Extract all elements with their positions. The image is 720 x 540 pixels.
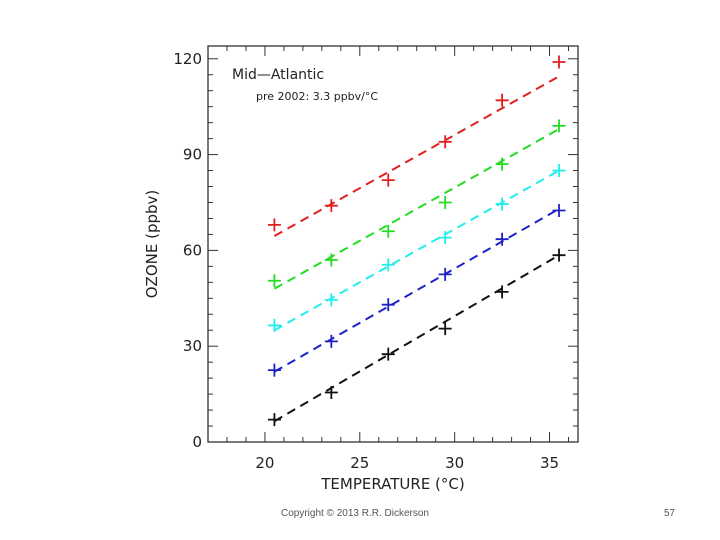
copyright-text: Copyright © 2013 R.R. Dickerson <box>281 508 429 519</box>
data-point-red <box>381 173 395 187</box>
data-point-black <box>267 413 281 427</box>
data-point-black <box>381 347 395 361</box>
data-point-cyan <box>438 231 452 245</box>
data-point-red <box>324 199 338 213</box>
data-point-blue <box>438 267 452 281</box>
axis-labels: 20 25 30 35 0 30 60 90 120 <box>173 50 559 472</box>
plot-frame <box>207 45 579 443</box>
data-point-blue <box>552 203 566 217</box>
data-point-green <box>324 253 338 267</box>
x-tick-label: 20 <box>255 454 274 472</box>
data-point-blue <box>381 298 395 312</box>
data-point-blue <box>267 363 281 377</box>
x-axis-title: TEMPERATURE (°C) <box>320 475 465 493</box>
x-tick-label: 35 <box>540 454 559 472</box>
data-point-black <box>552 248 566 262</box>
data-point-red <box>438 135 452 149</box>
data-point-green <box>267 274 281 288</box>
y-tick-label: 90 <box>183 146 202 164</box>
data-point-blue <box>324 334 338 348</box>
fit-line-black <box>273 254 560 423</box>
data-point-green <box>495 157 509 171</box>
axis-ticks <box>208 46 578 443</box>
y-tick-label: 120 <box>173 50 202 68</box>
data-point-black <box>438 322 452 336</box>
data-point-black <box>324 386 338 399</box>
data-point-green <box>438 195 452 209</box>
x-tick-label: 30 <box>445 454 464 472</box>
data-point-cyan <box>552 164 566 178</box>
chart-title: Mid—Atlantic <box>232 67 324 83</box>
fit-line-cyan <box>273 169 560 332</box>
page-number: 57 <box>664 508 676 519</box>
data-point-black <box>495 285 509 299</box>
data-point-green <box>381 224 395 238</box>
chart-subtitle: pre 2002: 3.3 ppbv/°C <box>256 90 378 103</box>
data-point-cyan <box>324 293 338 307</box>
x-tick-label: 25 <box>350 454 369 472</box>
y-tick-label: 0 <box>192 433 202 451</box>
data-point-blue <box>495 232 509 246</box>
data-point-red <box>495 93 509 107</box>
y-tick-label: 60 <box>183 241 202 259</box>
data-point-red <box>552 55 566 69</box>
data-point-red <box>267 218 281 232</box>
data-point-cyan <box>495 197 509 211</box>
fit-line-green <box>273 128 560 290</box>
fit-lines <box>273 75 560 423</box>
y-tick-label: 30 <box>183 337 202 355</box>
fit-line-red <box>273 75 560 237</box>
data-point-cyan <box>267 318 281 332</box>
data-point-cyan <box>381 258 395 272</box>
data-point-green <box>552 119 566 133</box>
data-points <box>267 55 566 427</box>
fit-line-blue <box>273 208 560 373</box>
y-axis-title: OZONE (ppbv) <box>143 190 161 299</box>
